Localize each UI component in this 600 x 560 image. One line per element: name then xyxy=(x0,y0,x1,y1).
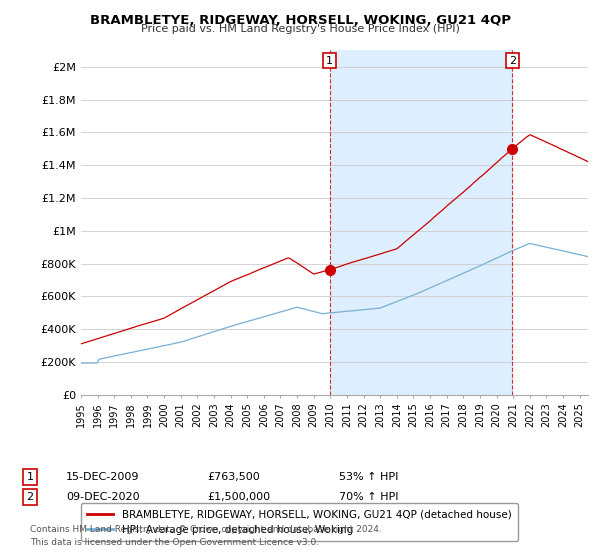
Text: 1: 1 xyxy=(326,55,333,66)
Text: £763,500: £763,500 xyxy=(207,472,260,482)
Text: Contains HM Land Registry data © Crown copyright and database right 2024.
This d: Contains HM Land Registry data © Crown c… xyxy=(30,525,382,547)
Text: 15-DEC-2009: 15-DEC-2009 xyxy=(66,472,139,482)
Text: Price paid vs. HM Land Registry's House Price Index (HPI): Price paid vs. HM Land Registry's House … xyxy=(140,24,460,34)
Legend: BRAMBLETYE, RIDGEWAY, HORSELL, WOKING, GU21 4QP (detached house), HPI: Average p: BRAMBLETYE, RIDGEWAY, HORSELL, WOKING, G… xyxy=(81,503,518,541)
Text: 53% ↑ HPI: 53% ↑ HPI xyxy=(339,472,398,482)
Text: 70% ↑ HPI: 70% ↑ HPI xyxy=(339,492,398,502)
Bar xyxy=(329,50,512,395)
Text: 1: 1 xyxy=(26,472,34,482)
Text: 09-DEC-2020: 09-DEC-2020 xyxy=(66,492,140,502)
Text: BRAMBLETYE, RIDGEWAY, HORSELL, WOKING, GU21 4QP: BRAMBLETYE, RIDGEWAY, HORSELL, WOKING, G… xyxy=(89,14,511,27)
Text: 2: 2 xyxy=(509,55,516,66)
Text: £1,500,000: £1,500,000 xyxy=(207,492,270,502)
Text: 2: 2 xyxy=(26,492,34,502)
